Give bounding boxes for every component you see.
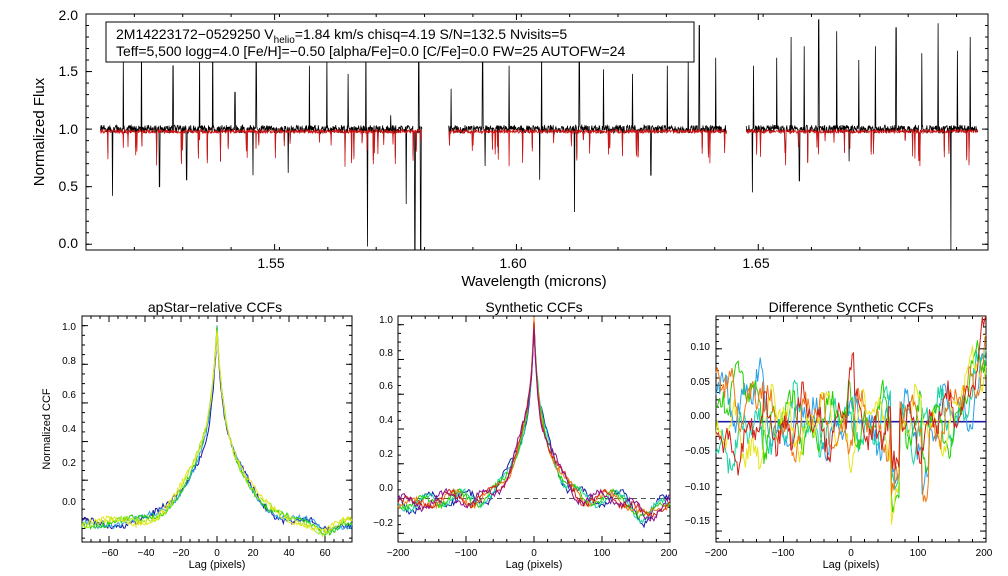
apstar-ccf-ytick-label: 1.0	[62, 322, 76, 333]
synthetic-ccf-xlabel: Lag (pixels)	[506, 559, 563, 571]
observed-spectrum-line	[745, 19, 979, 251]
synthetic-ccf-xtick-label: −200	[387, 548, 410, 559]
difference-ccf-xtick-label: −200	[705, 548, 728, 559]
spectrum-data-lines	[100, 19, 979, 251]
apstar-ccf-ytick-label: 0.2	[62, 458, 76, 469]
annotation-line-2: Teff=5,500 logg=4.0 [Fe/H]=−0.50 [alpha/…	[116, 43, 625, 59]
spectrum-annotation-box: 2M14223172−0529250 Vhelio=1.84 km/s chis…	[105, 21, 695, 63]
spectrum-panel: 1.55 1.60 1.65 0.0 0.5 1.0 1.5 2.0 Wavel…	[31, 7, 989, 290]
apstar-ccf-title: apStar−relative CCFs	[148, 299, 282, 315]
synthetic-ccf-series-line	[397, 320, 671, 519]
difference-ccf-series-line	[715, 348, 987, 491]
synthetic-ccf-ytick-label: 0.0	[379, 483, 393, 494]
difference-ccf-lines	[715, 315, 987, 525]
synthetic-ccf-series-line	[397, 324, 671, 529]
model-spectrum-line	[745, 128, 979, 167]
apstar-ccf-xtick-label: 60	[319, 548, 331, 559]
apstar-ccf-series-line	[81, 325, 353, 535]
spectrum-xtick-label: 1.65	[742, 255, 769, 271]
apstar-ccf-lines	[81, 325, 353, 538]
synthetic-ccf-xtick-label: 100	[594, 548, 611, 559]
spectrum-xlabel: Wavelength (microns)	[461, 273, 606, 290]
apstar-ccf-xlabel: Lag (pixels)	[189, 559, 246, 571]
apstar-ccf-ytick-label: 0.4	[62, 424, 76, 435]
synthetic-ccf-series-line	[397, 321, 671, 525]
spectrum-xtick-label: 1.55	[257, 255, 284, 271]
difference-ccf-ytick-label: 0.00	[691, 411, 711, 422]
apstar-ccf-ylabel: Normalized CCF	[41, 388, 53, 470]
synthetic-ccf-lines	[397, 316, 671, 529]
spectrum-ytick-label: 1.5	[59, 63, 79, 79]
synthetic-ccf-axis-ticks	[397, 316, 671, 543]
apstar-ccf-ytick-label: 0.0	[62, 497, 76, 508]
apstar-ccf-series-line	[81, 327, 353, 532]
difference-ccf-panel: Difference Synthetic CCFs −200 −100 0 10…	[685, 299, 993, 571]
synthetic-ccf-ytick-label: 0.6	[379, 381, 393, 392]
spectrum-xtick-label: 1.60	[499, 255, 526, 271]
spectrum-ylabel: Normalized Flux	[31, 77, 48, 186]
apstar-ccf-xtick-label: −40	[138, 548, 155, 559]
apstar-ccf-xtick-label: −60	[102, 548, 119, 559]
synthetic-ccf-xtick-label: 0	[531, 548, 537, 559]
apstar-ccf-xtick-label: 40	[283, 548, 295, 559]
spectrum-plot-frame	[85, 13, 989, 251]
spectrum-ytick-label: 0.5	[59, 178, 79, 194]
synthetic-ccf-series-line	[397, 328, 671, 523]
apstar-ccf-plot-frame	[81, 315, 353, 543]
synthetic-ccf-ytick-label: 1.0	[379, 315, 393, 326]
apstar-ccf-xtick-label: −20	[173, 548, 190, 559]
apstar-ccf-xtick-label: 20	[247, 548, 259, 559]
difference-ccf-xlabel: Lag (pixels)	[823, 559, 880, 571]
difference-ccf-ytick-label: −0.10	[685, 482, 711, 493]
apstar-ccf-xtick-label: 0	[214, 548, 220, 559]
difference-ccf-ytick-label: −0.15	[685, 516, 711, 527]
apstar-ccf-series-line	[81, 330, 353, 535]
difference-ccf-ytick-label: 0.05	[691, 377, 711, 388]
model-spectrum-line	[100, 128, 423, 167]
difference-ccf-ytick-label: −0.05	[685, 446, 711, 457]
apstar-ccf-series-line	[81, 326, 353, 537]
difference-ccf-series-line	[715, 315, 987, 476]
difference-ccf-xtick-label: 0	[848, 548, 854, 559]
difference-ccf-title: Difference Synthetic CCFs	[769, 299, 934, 315]
apstar-ccf-series-line	[81, 330, 353, 538]
spectrum-ytick-label: 2.0	[59, 7, 79, 23]
spectrum-ytick-label: 1.0	[59, 121, 79, 137]
model-spectrum-line	[448, 128, 727, 167]
synthetic-ccf-series-line	[397, 322, 671, 519]
annotation-frame	[105, 21, 695, 63]
difference-ccf-xtick-label: 100	[910, 548, 927, 559]
apstar-ccf-ytick-label: 0.8	[62, 356, 76, 367]
apstar-ccf-axis-ticks	[81, 316, 353, 542]
synthetic-ccf-panel: Synthetic CCFs −200 −100 0 100 200 −0.2 …	[373, 299, 678, 571]
annotation-line-1: 2M14223172−0529250 Vhelio=1.84 km/s chis…	[116, 26, 567, 46]
synthetic-ccf-ytick-label: 0.8	[379, 348, 393, 359]
synthetic-ccf-ytick-label: 0.4	[379, 415, 393, 426]
spectrum-ytick-label: 0.0	[59, 235, 79, 251]
synthetic-ccf-ytick-label: −0.2	[373, 518, 393, 529]
spectrum-axis-ticks	[85, 13, 988, 250]
synthetic-ccf-xtick-label: −100	[455, 548, 478, 559]
synthetic-ccf-title: Synthetic CCFs	[485, 299, 582, 315]
synthetic-ccf-ytick-label: 0.2	[379, 449, 393, 460]
difference-ccf-xtick-label: 200	[976, 548, 993, 559]
synthetic-ccf-series-line	[397, 316, 671, 517]
difference-ccf-ytick-label: 0.10	[691, 342, 711, 353]
difference-ccf-xtick-label: −100	[772, 548, 795, 559]
apstar-ccf-ytick-label: 0.6	[62, 390, 76, 401]
synthetic-ccf-xtick-label: 200	[661, 548, 678, 559]
apstar-ccf-panel: apStar−relative CCFs −60 −40 −20 0 20 40…	[41, 299, 353, 571]
observed-spectrum-line	[100, 23, 423, 251]
difference-ccf-series-line	[715, 334, 987, 504]
